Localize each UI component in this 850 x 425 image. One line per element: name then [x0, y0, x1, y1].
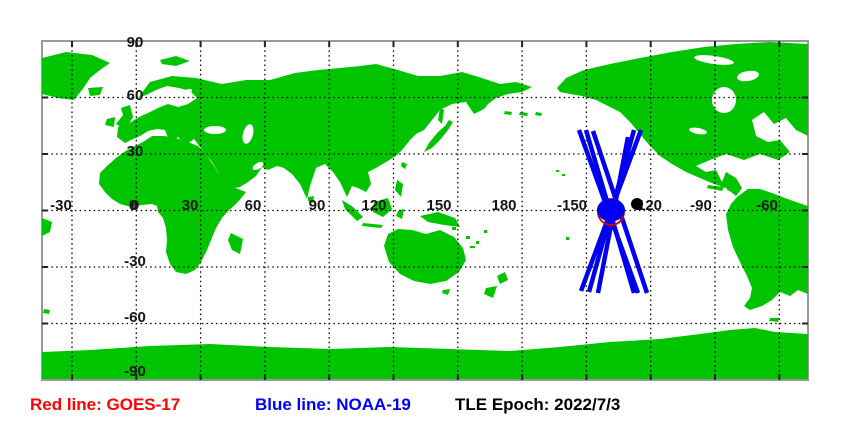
lat-label: -90	[124, 363, 146, 380]
legend-noaa19: Blue line: NOAA-19	[255, 395, 411, 414]
lon-label: 60	[245, 197, 262, 214]
noaa19-position-marker	[597, 198, 625, 222]
continent-greenland	[42, 52, 110, 100]
lon-label: -90	[690, 197, 712, 214]
lat-label: -60	[124, 309, 146, 326]
lon-label: 150	[426, 197, 451, 214]
lon-label: 120	[361, 197, 386, 214]
lon-label: -150	[557, 197, 587, 214]
continent-antarctica	[42, 328, 808, 379]
inland-seas	[170, 55, 759, 170]
lon-label: -30	[50, 197, 72, 214]
lon-label: 180	[491, 197, 516, 214]
lon-label: 0	[129, 197, 137, 214]
continent-africa	[99, 136, 246, 274]
lat-label: 90	[127, 34, 144, 51]
lat-label: 60	[127, 87, 144, 104]
tick-marks	[42, 41, 808, 380]
legend-goes17: Red line: GOES-17	[30, 395, 181, 414]
lon-label: 90	[309, 197, 326, 214]
lat-label: 30	[127, 143, 144, 160]
lat-label: 0	[131, 197, 139, 214]
lon-label: 30	[182, 197, 199, 214]
legend-tle-epoch: TLE Epoch: 2022/7/3	[455, 395, 621, 414]
lon-axis-labels: -30 0 30 60 90 120 150 180 -150 -120 -90…	[50, 197, 778, 214]
continent-australia	[384, 229, 466, 284]
lat-axis-labels: 90 60 30 0 -30 -60 -90	[124, 34, 146, 380]
lat-label: -30	[124, 253, 146, 270]
sub-satellite-point-marker	[631, 198, 643, 210]
graticule	[42, 41, 808, 380]
lon-label: -60	[756, 197, 778, 214]
